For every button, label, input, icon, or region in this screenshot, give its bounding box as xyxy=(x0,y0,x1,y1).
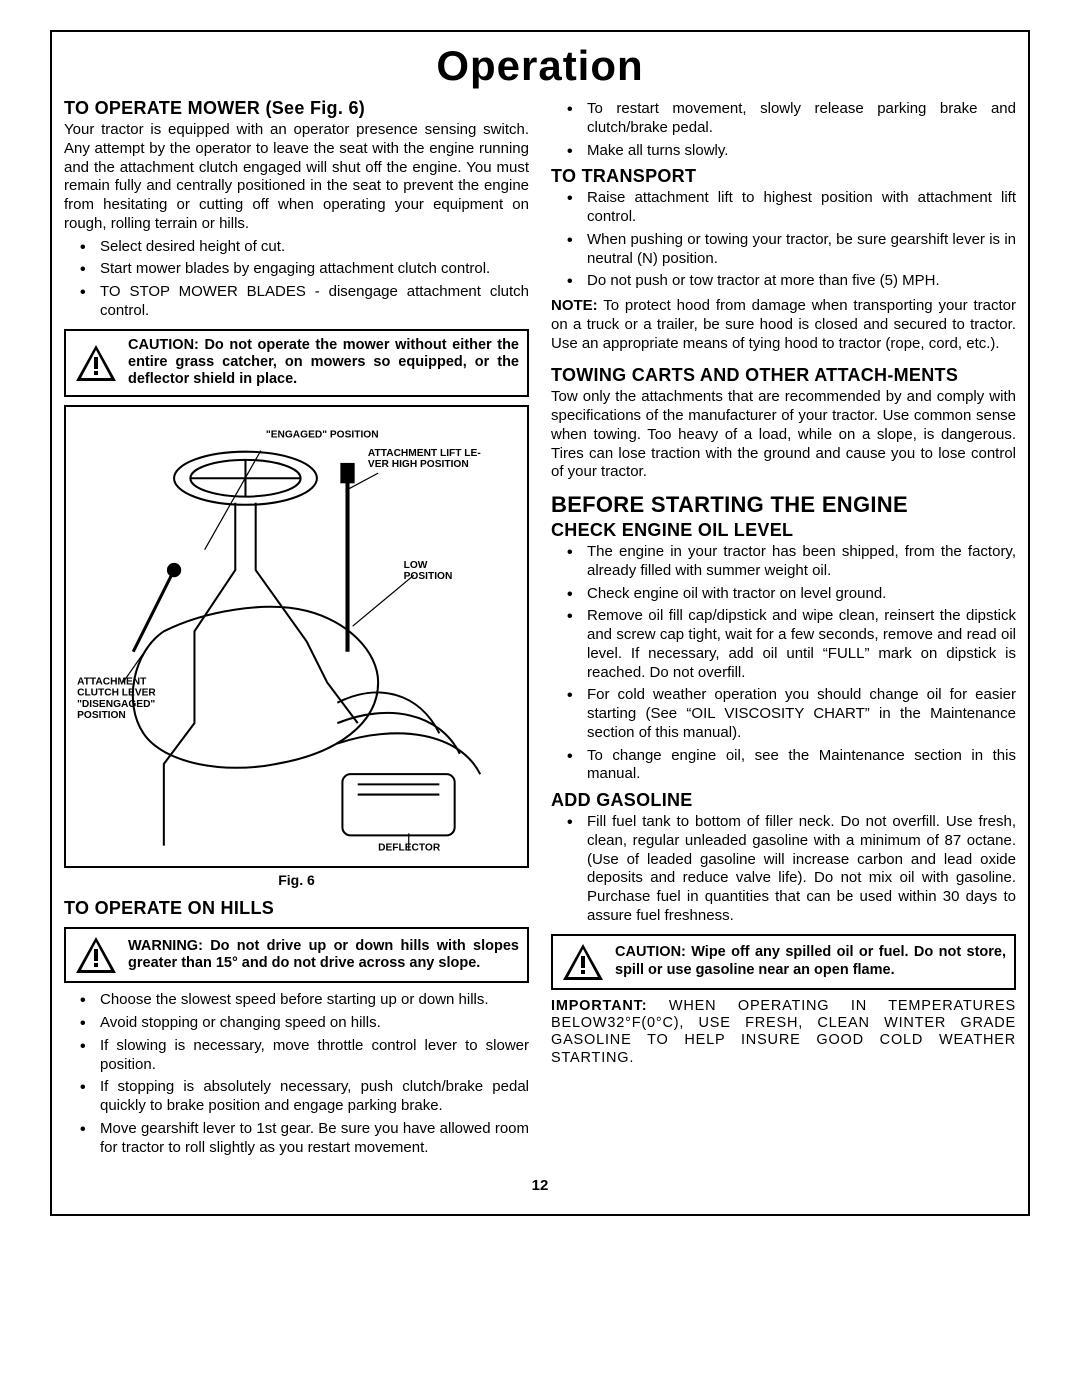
list-item: Remove oil fill cap/dipstick and wipe cl… xyxy=(551,607,1016,682)
page-title: Operation xyxy=(52,42,1028,90)
list-item: Select desired height of cut. xyxy=(64,238,529,257)
list-item: Fill fuel tank to bottom of filler neck.… xyxy=(551,813,1016,926)
left-column: TO OPERATE MOWER (See Fig. 6) Your tract… xyxy=(64,98,529,1163)
towing-head: TOWING CARTS AND OTHER ATTACH-MENTS xyxy=(551,365,1016,386)
caution-text: CAUTION: Wipe off any spilled oil or fue… xyxy=(615,944,1006,979)
operate-hills-head: TO OPERATE ON HILLS xyxy=(64,898,529,919)
towing-body: Tow only the attachments that are recomm… xyxy=(551,388,1016,482)
two-column-layout: TO OPERATE MOWER (See Fig. 6) Your tract… xyxy=(52,98,1028,1163)
list-item: Raise attachment lift to highest positio… xyxy=(551,189,1016,227)
fig-label-clutch: ATTACHMENT CLUTCH LEVER "DISENGAGED" POS… xyxy=(77,676,159,721)
restart-list: To restart movement, slowly release park… xyxy=(551,100,1016,160)
fig-label-low: LOW POSITION xyxy=(404,560,453,582)
check-oil-head: CHECK ENGINE OIL LEVEL xyxy=(551,520,1016,541)
warning-icon xyxy=(74,935,118,975)
list-item: For cold weather operation you should ch… xyxy=(551,686,1016,742)
list-item: Move gearshift lever to 1st gear. Be sur… xyxy=(64,1120,529,1158)
caution-text: CAUTION: Do not operate the mower withou… xyxy=(128,337,519,389)
warning-icon xyxy=(74,343,118,383)
transport-note: NOTE: To protect hood from damage when t… xyxy=(551,297,1016,353)
operate-mower-intro: Your tractor is equipped with an operato… xyxy=(64,121,529,234)
fig-label-deflector: DEFLECTOR SHIELD xyxy=(378,842,443,855)
list-item: If slowing is necessary, move throttle c… xyxy=(64,1037,529,1075)
list-item: Do not push or tow tractor at more than … xyxy=(551,272,1016,291)
before-starting-head: BEFORE STARTING THE ENGINE xyxy=(551,492,1016,518)
important-note: IMPORTANT: WHEN OPERATING IN TEMPERATURE… xyxy=(551,998,1016,1068)
warning-box-hills: WARNING: Do not drive up or down hills w… xyxy=(64,927,529,983)
figure-6: "ENGAGED" POSITION ATTACHMENT LIFT LE- V… xyxy=(64,405,529,869)
note-body: To protect hood from damage when transpo… xyxy=(551,297,1016,352)
caution-box-mower: CAUTION: Do not operate the mower withou… xyxy=(64,329,529,397)
list-item: TO STOP MOWER BLADES - disengage attachm… xyxy=(64,283,529,321)
list-item: When pushing or towing your tractor, be … xyxy=(551,231,1016,269)
note-lead: NOTE: xyxy=(551,297,598,314)
list-item: The engine in your tractor has been ship… xyxy=(551,543,1016,581)
gas-list: Fill fuel tank to bottom of filler neck.… xyxy=(551,813,1016,926)
list-item: Start mower blades by engaging attachmen… xyxy=(64,260,529,279)
important-lead: IMPORTANT: xyxy=(551,998,647,1014)
list-item: Check engine oil with tractor on level g… xyxy=(551,585,1016,604)
warning-text: WARNING: Do not drive up or down hills w… xyxy=(128,938,519,973)
hills-list: Choose the slowest speed before starting… xyxy=(64,991,529,1157)
fig-label-liftlever: ATTACHMENT LIFT LE- VER HIGH POSITION xyxy=(368,447,484,469)
add-gas-head: ADD GASOLINE xyxy=(551,790,1016,811)
fig-label-engaged: "ENGAGED" POSITION xyxy=(266,429,379,440)
transport-list: Raise attachment lift to highest positio… xyxy=(551,189,1016,291)
list-item: To change engine oil, see the Maintenanc… xyxy=(551,747,1016,785)
oil-list: The engine in your tractor has been ship… xyxy=(551,543,1016,784)
operate-mower-head: TO OPERATE MOWER (See Fig. 6) xyxy=(64,98,529,119)
warning-icon xyxy=(561,942,605,982)
figure-6-svg: "ENGAGED" POSITION ATTACHMENT LIFT LE- V… xyxy=(72,417,521,856)
list-item: If stopping is absolutely necessary, pus… xyxy=(64,1078,529,1116)
list-item: Make all turns slowly. xyxy=(551,142,1016,161)
caution-box-fuel: CAUTION: Wipe off any spilled oil or fue… xyxy=(551,934,1016,990)
list-item: Avoid stopping or changing speed on hill… xyxy=(64,1014,529,1033)
right-column: To restart movement, slowly release park… xyxy=(551,98,1016,1163)
list-item: Choose the slowest speed before starting… xyxy=(64,991,529,1010)
figure-caption: Fig. 6 xyxy=(64,872,529,888)
page-border: Operation TO OPERATE MOWER (See Fig. 6) … xyxy=(50,30,1030,1216)
transport-head: TO TRANSPORT xyxy=(551,166,1016,187)
page-number: 12 xyxy=(52,1177,1028,1194)
list-item: To restart movement, slowly release park… xyxy=(551,100,1016,138)
operate-mower-list: Select desired height of cut. Start mowe… xyxy=(64,238,529,321)
